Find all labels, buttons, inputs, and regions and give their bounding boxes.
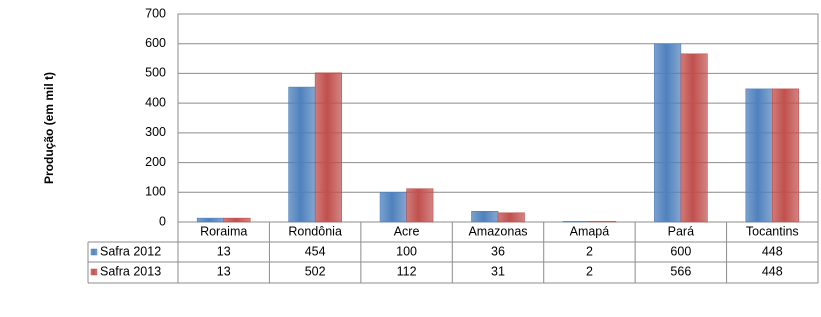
y-axis-label: Produção (em mil t) xyxy=(42,72,56,184)
bar xyxy=(223,217,251,223)
table-value: 454 xyxy=(305,244,326,258)
bar xyxy=(589,221,617,223)
table-value: 31 xyxy=(491,264,505,278)
bar xyxy=(379,191,407,223)
bar xyxy=(745,88,773,223)
y-tick-label: 0 xyxy=(159,214,166,228)
table-value: 112 xyxy=(397,264,417,278)
bar xyxy=(288,86,316,223)
table-value: 13 xyxy=(217,244,231,258)
table-value: 566 xyxy=(670,264,691,278)
bar xyxy=(406,188,434,223)
y-tick-label: 500 xyxy=(145,66,166,80)
table-value: 36 xyxy=(491,244,505,258)
category-label: Pará xyxy=(668,224,694,238)
bar xyxy=(314,72,342,223)
category-label: Roraima xyxy=(200,224,247,238)
legend-key xyxy=(90,268,98,276)
bar xyxy=(562,221,590,223)
category-label: Amazonas xyxy=(468,224,527,238)
table-value: 600 xyxy=(670,244,691,258)
plot-area xyxy=(177,13,819,223)
table-value: 448 xyxy=(762,244,783,258)
bar xyxy=(497,212,525,223)
y-tick-label: 400 xyxy=(145,95,166,109)
legend-label: Safra 2013 xyxy=(100,264,161,278)
y-tick-label: 700 xyxy=(145,6,166,20)
category-label: Acre xyxy=(394,224,420,238)
category-label: Rondônia xyxy=(288,224,342,238)
table-value: 2 xyxy=(586,244,593,258)
y-tick-label: 200 xyxy=(145,155,166,169)
table-value: 100 xyxy=(396,244,417,258)
table-value: 448 xyxy=(762,264,783,278)
legend-label: Safra 2012 xyxy=(100,244,161,258)
category-label: Tocantins xyxy=(746,224,799,238)
bar xyxy=(196,217,225,223)
y-tick-label: 100 xyxy=(145,185,166,199)
bar xyxy=(654,43,682,223)
table-value: 13 xyxy=(217,264,231,278)
bar xyxy=(771,88,800,223)
legend-key xyxy=(90,248,98,256)
bar xyxy=(471,211,499,223)
y-tick-label: 600 xyxy=(145,36,166,50)
y-tick-label: 300 xyxy=(145,125,166,139)
bar xyxy=(680,53,708,223)
table-value: 2 xyxy=(586,264,593,278)
table-value: 502 xyxy=(305,264,326,278)
category-label: Amapá xyxy=(570,224,610,238)
